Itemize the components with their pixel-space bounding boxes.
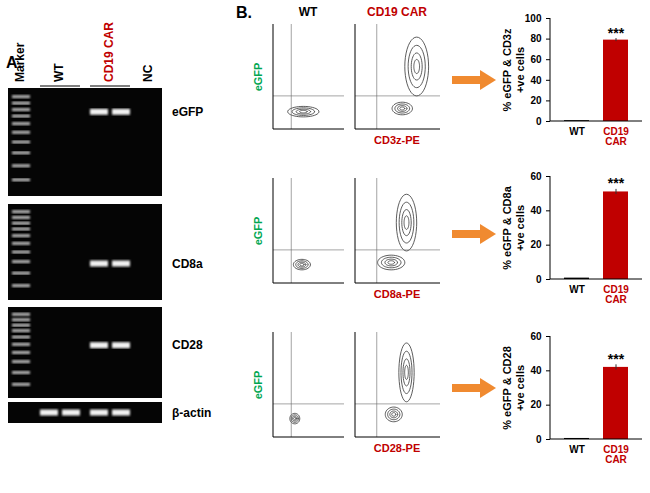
svg-text:CD19 CAR: CD19 CAR xyxy=(367,5,427,19)
svg-text:0: 0 xyxy=(536,116,542,127)
html-text:% eGFP & CD3z +ve cells: % eGFP & CD3z +ve cells xyxy=(501,28,526,111)
svg-text:40: 40 xyxy=(530,365,542,376)
svg-text:Marker: Marker xyxy=(13,42,27,82)
svg-text:eGFP: eGFP xyxy=(252,63,264,92)
svg-text:CD28: CD28 xyxy=(172,338,203,352)
svg-text:CD8a: CD8a xyxy=(172,257,203,271)
svg-text:CD19CAR: CD19CAR xyxy=(603,126,629,147)
svg-text:CD19CAR: CD19CAR xyxy=(603,284,629,305)
svg-text:WT: WT xyxy=(569,444,585,455)
svg-text:***: *** xyxy=(608,351,625,367)
svg-text:CD8a-PE: CD8a-PE xyxy=(374,288,420,300)
svg-text:eGFP: eGFP xyxy=(172,105,203,119)
svg-text:0: 0 xyxy=(536,274,542,285)
svg-text:20: 20 xyxy=(530,399,542,410)
svg-text:NC: NC xyxy=(141,64,155,82)
svg-text:CD3z-PE: CD3z-PE xyxy=(374,134,420,146)
html-text:% eGFP & CD28 +ve cells: % eGFP & CD28 +ve cells xyxy=(501,345,526,430)
svg-text:β-actin: β-actin xyxy=(172,406,211,420)
svg-text:B.: B. xyxy=(236,4,252,21)
svg-text:40: 40 xyxy=(530,205,542,216)
svg-text:60: 60 xyxy=(530,171,542,182)
svg-text:60: 60 xyxy=(530,54,542,65)
svg-text:CD19CAR: CD19CAR xyxy=(603,444,629,465)
svg-text:40: 40 xyxy=(530,75,542,86)
svg-text:WT: WT xyxy=(52,63,66,82)
svg-text:60: 60 xyxy=(530,331,542,342)
svg-text:WT: WT xyxy=(569,126,585,137)
svg-text:WT: WT xyxy=(569,284,585,295)
svg-text:***: *** xyxy=(608,175,625,191)
svg-text:A.: A. xyxy=(6,54,22,71)
svg-text:20: 20 xyxy=(530,239,542,250)
svg-text:0: 0 xyxy=(536,434,542,445)
svg-text:CD28-PE: CD28-PE xyxy=(374,442,420,454)
svg-text:***: *** xyxy=(608,25,625,41)
svg-text:eGFP: eGFP xyxy=(252,217,264,246)
svg-text:20: 20 xyxy=(530,95,542,106)
svg-text:WT: WT xyxy=(299,5,318,19)
svg-text:CD19 CAR: CD19 CAR xyxy=(102,22,116,82)
svg-text:100: 100 xyxy=(525,13,542,24)
svg-text:eGFP: eGFP xyxy=(252,371,264,400)
html-text:% eGFP & CD8a +ve cells: % eGFP & CD8a +ve cells xyxy=(501,185,526,270)
svg-text:80: 80 xyxy=(530,33,542,44)
